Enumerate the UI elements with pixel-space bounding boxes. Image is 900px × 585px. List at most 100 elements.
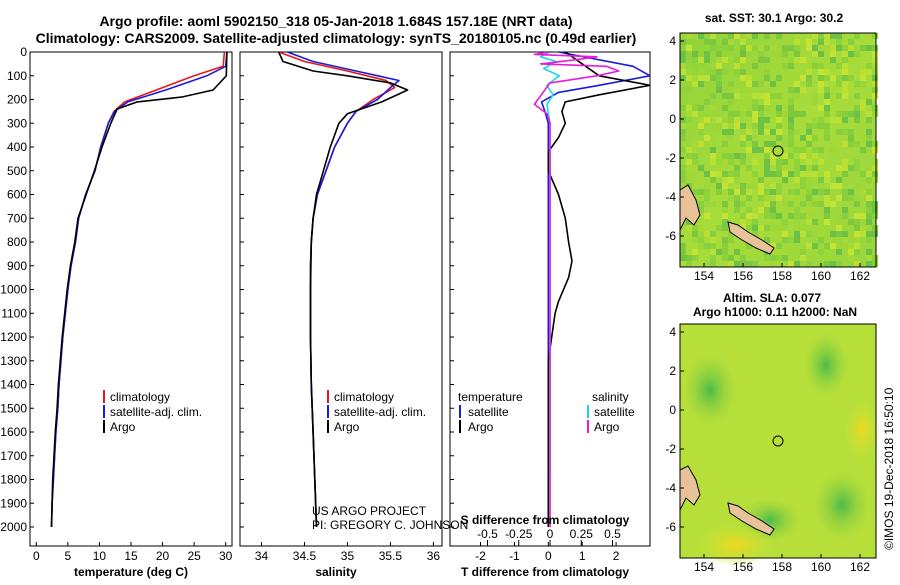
sst-pixel	[740, 129, 746, 135]
panel-series	[50, 52, 228, 528]
imos-timestamp: ©IMOS 19-Dec-2018 16:50:10	[882, 387, 896, 550]
sst-pixel	[782, 249, 788, 255]
sst-pixel	[752, 147, 758, 153]
sst-pixel	[854, 261, 860, 267]
sst-pixel	[692, 75, 698, 81]
sst-pixel	[692, 51, 698, 57]
sst-pixel	[824, 129, 830, 135]
sst-pixel	[854, 225, 860, 231]
sst-pixel	[824, 243, 830, 249]
sst-pixel	[710, 231, 716, 237]
sst-pixel	[698, 177, 704, 183]
sst-pixel	[818, 183, 824, 189]
sst-pixel	[692, 183, 698, 189]
sst-pixel	[782, 63, 788, 69]
sst-pixel	[722, 141, 728, 147]
sst-pixel	[704, 51, 710, 57]
sst-pixel	[686, 105, 692, 111]
sst-pixel	[716, 189, 722, 195]
sst-pixel	[746, 219, 752, 225]
salinity-xlabel: salinity	[315, 565, 357, 579]
sst-pixel	[830, 57, 836, 63]
sst-pixel	[746, 183, 752, 189]
sst-pixel	[836, 165, 842, 171]
s-tick-label: 0.5	[604, 527, 621, 541]
sst-pixel	[740, 213, 746, 219]
sst-pixel	[860, 45, 866, 51]
sst-pixel	[680, 171, 686, 177]
sst-pixel	[806, 219, 812, 225]
sst-pixel	[740, 183, 746, 189]
sst-pixel	[698, 129, 704, 135]
sst-pixel	[818, 243, 824, 249]
sst-pixel	[848, 99, 854, 105]
sst-pixel	[716, 81, 722, 87]
sst-pixel	[818, 105, 824, 111]
figure-title-line2: Climatology: CARS2009. Satellite-adjuste…	[36, 30, 637, 46]
sst-pixel	[776, 117, 782, 123]
sst-pixel	[704, 201, 710, 207]
sst-pixel	[860, 105, 866, 111]
sst-pixel	[776, 249, 782, 255]
sst-pixel	[800, 75, 806, 81]
sst-pixel	[782, 231, 788, 237]
sst-pixel	[704, 231, 710, 237]
sst-pixel	[842, 75, 848, 81]
sst-pixel	[740, 57, 746, 63]
sst-pixel	[830, 183, 836, 189]
sst-pixel	[746, 93, 752, 99]
sst-pixel	[842, 141, 848, 147]
sst-pixel	[698, 33, 704, 39]
sst-pixel	[806, 183, 812, 189]
temperature-xlabel: temperature (deg C)	[74, 565, 188, 579]
sst-pixel	[866, 147, 872, 153]
sst-pixel	[854, 243, 860, 249]
sst-pixel	[812, 219, 818, 225]
sst-pixel	[770, 153, 776, 159]
sst-pixel	[686, 159, 692, 165]
sst-pixel	[704, 261, 710, 267]
sst-pixel	[734, 189, 740, 195]
sst-pixel	[716, 177, 722, 183]
sst-pixel	[872, 261, 878, 267]
x-tick-label: 35	[341, 549, 355, 563]
sst-pixel	[734, 93, 740, 99]
sst-pixel	[770, 171, 776, 177]
sst-pixel	[824, 111, 830, 117]
sst-pixel	[794, 225, 800, 231]
sst-pixel	[710, 171, 716, 177]
sst-pixel	[872, 159, 878, 165]
sst-pixel	[770, 141, 776, 147]
pressure-tick-label: 900	[7, 259, 27, 273]
sst-pixel	[680, 33, 686, 39]
sst-pixel	[872, 165, 878, 171]
pressure-tick-label: 400	[7, 140, 27, 154]
sst-pixel	[872, 207, 878, 213]
sst-pixel	[812, 159, 818, 165]
sst-pixel	[764, 153, 770, 159]
sst-pixel	[866, 33, 872, 39]
pressure-tick-label: 1400	[0, 378, 27, 392]
sst-pixel	[806, 171, 812, 177]
sst-pixel	[854, 141, 860, 147]
x-tick-label: 5	[65, 549, 72, 563]
map-y-tick-label: -4	[665, 481, 676, 495]
sst-pixel	[836, 249, 842, 255]
sst-pixel	[728, 219, 734, 225]
sst-pixel	[842, 57, 848, 63]
sst-pixel	[722, 201, 728, 207]
sst-pixel	[698, 81, 704, 87]
sst-pixel	[800, 183, 806, 189]
land-mass	[679, 465, 701, 511]
sst-pixel	[842, 231, 848, 237]
sst-pixel	[854, 183, 860, 189]
sst-pixel	[722, 189, 728, 195]
sst-pixel	[686, 45, 692, 51]
pressure-tick-label: 600	[7, 188, 27, 202]
sst-pixel	[776, 195, 782, 201]
sst-pixel	[830, 231, 836, 237]
sst-pixel	[824, 207, 830, 213]
sst-pixel	[866, 69, 872, 75]
sst-pixel	[872, 45, 878, 51]
sst-pixel	[680, 165, 686, 171]
